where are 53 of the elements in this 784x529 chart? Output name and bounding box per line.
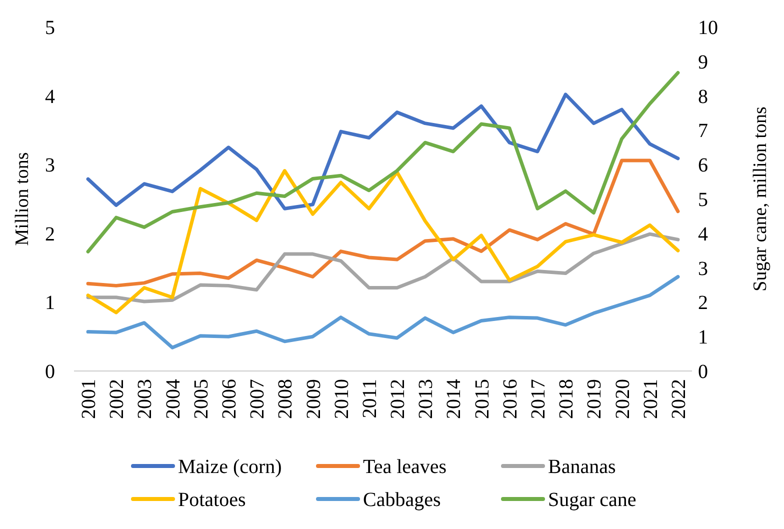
x-tick-label: 2002 — [106, 379, 128, 419]
y2-tick-label: 6 — [698, 154, 708, 177]
y-tick-label: 0 — [45, 361, 55, 383]
x-tick-label: 2012 — [387, 379, 410, 419]
x-tick-label: 2007 — [246, 379, 269, 419]
x-tick-label: 2017 — [528, 379, 550, 419]
y2-tick-label: 5 — [698, 189, 708, 211]
legend-label: Potatoes — [178, 489, 246, 511]
x-tick-label: 2004 — [162, 379, 184, 419]
line-series — [86, 158, 680, 288]
x-tick-label: 2003 — [134, 379, 156, 419]
x-tick-label: 2011 — [358, 379, 381, 418]
x-tick-label: 2013 — [415, 379, 438, 419]
x-tick-label: 2006 — [218, 379, 240, 419]
x-tick-label: 2019 — [584, 379, 606, 419]
y-tick-label: 1 — [45, 292, 55, 314]
y2-tick-label: 0 — [698, 361, 708, 383]
y2-tick-label: 9 — [698, 51, 708, 74]
legend-label: Bananas — [548, 456, 616, 478]
line-series — [86, 232, 680, 304]
y-tick-label: 4 — [45, 86, 55, 108]
y2-axis-title: Sugar cane, million tons — [750, 106, 771, 292]
y2-tick-label: 8 — [698, 86, 708, 108]
line-series — [86, 71, 680, 254]
x-tick-label: 2001 — [78, 379, 100, 419]
legend-label: Cabbages — [363, 489, 441, 511]
x-tick-label: 2018 — [556, 379, 578, 419]
x-tick-label: 2015 — [471, 379, 494, 419]
y-tick-label: 5 — [45, 17, 55, 39]
x-tick-label: 2022 — [668, 379, 690, 419]
line-series — [86, 274, 680, 350]
legend-label: Maize (corn) — [178, 456, 282, 478]
y-tick-label: 2 — [45, 223, 55, 246]
y2-tick-label: 4 — [698, 223, 708, 246]
legend-label: Sugar cane — [548, 489, 636, 511]
y2-tick-label: 10 — [698, 17, 718, 39]
x-tick-label: 2020 — [612, 379, 634, 419]
y2-tick-label: 2 — [698, 292, 708, 314]
line-series — [86, 169, 680, 314]
y-tick-label: 3 — [45, 154, 55, 177]
x-tick-label: 2009 — [302, 379, 325, 419]
y2-tick-label: 3 — [698, 258, 708, 280]
x-tick-label: 2014 — [443, 379, 466, 419]
x-tick-label: 2016 — [499, 379, 522, 419]
y2-tick-label: 7 — [698, 120, 708, 142]
x-tick-label: 2005 — [190, 379, 212, 419]
y-axis-title: Million tons — [12, 152, 33, 246]
line-series — [86, 92, 680, 210]
legend-label: Tea leaves — [363, 456, 447, 478]
y2-tick-label: 1 — [698, 326, 708, 349]
x-tick-label: 2008 — [274, 379, 297, 419]
x-tick-label: 2021 — [640, 379, 662, 419]
x-tick-label: 2010 — [330, 379, 353, 419]
